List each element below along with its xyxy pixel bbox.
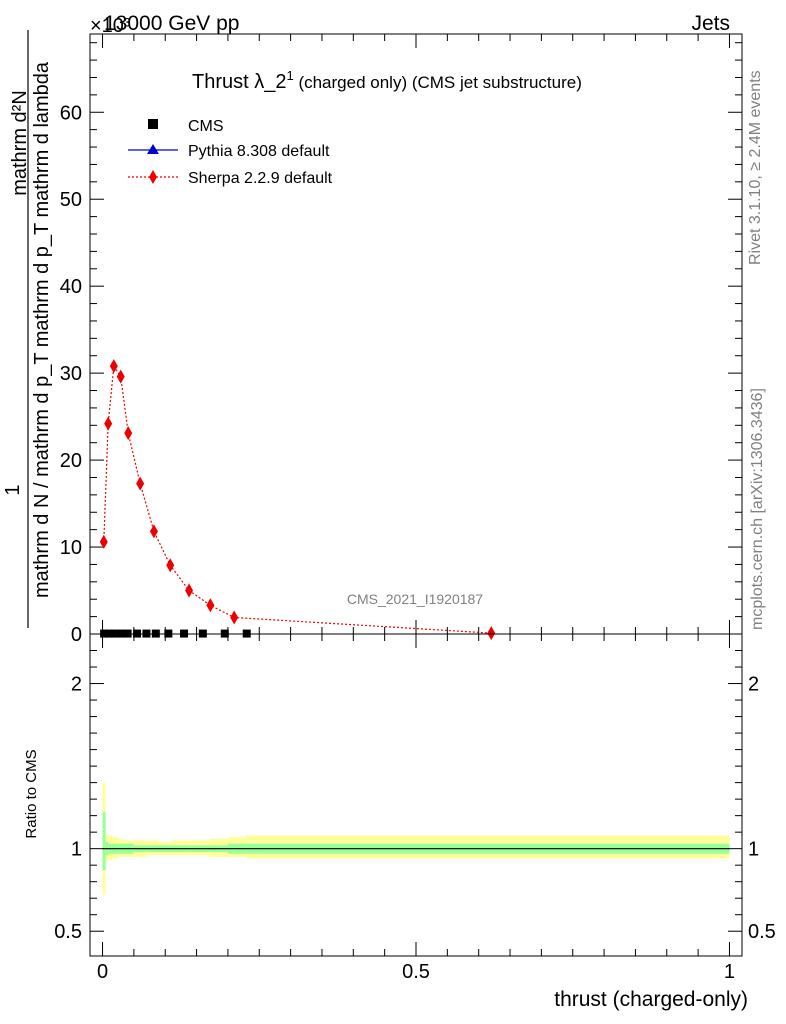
legend: CMS Pythia 8.308 default Sherpa 2.2.9 de… xyxy=(128,118,333,187)
ratio-y-tick-label-right: 1 xyxy=(748,839,759,861)
legend-sherpa-marker xyxy=(149,170,157,184)
sherpa-point xyxy=(149,524,158,539)
sherpa-point xyxy=(124,426,133,441)
chart-title-rest: (charged only) (CMS jet substructure) xyxy=(294,73,582,92)
category-label: Jets xyxy=(691,12,730,35)
sherpa-point xyxy=(206,598,215,613)
ratio-y-tick-label: 1 xyxy=(71,839,82,861)
y-axis-label: mathrm d²N 1 mathrm d N / mathrm d p_T m… xyxy=(2,30,53,628)
y-label-denominator: mathrm d N / mathrm d p_T mathrm d p_T m… xyxy=(31,61,53,598)
sherpa-point xyxy=(109,359,118,374)
sherpa-point xyxy=(116,369,125,384)
main-y-tick-label: 60 xyxy=(60,102,82,124)
ratio-band-green xyxy=(102,812,106,871)
chart-title-sup: 1 xyxy=(286,68,293,83)
sherpa-point xyxy=(136,476,145,491)
sherpa-point xyxy=(166,558,175,573)
x-tick-label: 0.5 xyxy=(402,961,430,983)
y-exponent: ×10³ xyxy=(90,15,131,37)
ratio-y-axis: 0.5 0.5 1 1 2 2 xyxy=(54,650,776,943)
ratio-panel: 0.5 0.51 12 2 0 0.5 1 Ratio to CMS thrust (ch… xyxy=(23,633,776,1011)
sherpa-point xyxy=(185,583,194,598)
main-y-axis: 0 10 20 30 40 50 60 xyxy=(60,42,742,646)
legend-cms-label: CMS xyxy=(188,118,224,135)
x-tick-label: 0 xyxy=(97,961,108,983)
ratio-y-label: Ratio to CMS xyxy=(23,749,40,838)
sherpa-point xyxy=(230,610,239,625)
x-tick-label: 1 xyxy=(724,961,735,983)
ratio-y-tick-label-right: 2 xyxy=(748,674,759,696)
mcplots-label: mcplots.cern.ch [arXiv:1306.3436] xyxy=(749,388,766,630)
sherpa-point xyxy=(104,416,113,431)
main-y-tick-label: 10 xyxy=(60,537,82,559)
ratio-y-tick-label: 0.5 xyxy=(54,921,82,943)
main-y-tick-label: 50 xyxy=(60,189,82,211)
x-axis-label: thrust (charged-only) xyxy=(554,988,748,1011)
legend-sherpa-label: Sherpa 2.2.9 default xyxy=(188,170,333,187)
chart-title-main: Thrust λ_2 xyxy=(192,71,286,93)
main-y-tick-label: 30 xyxy=(60,363,82,385)
y-label-numerator: mathrm d²N xyxy=(9,90,31,196)
legend-pythia-marker xyxy=(147,144,159,154)
ratio-x-axis: 0 0.5 1 xyxy=(97,634,735,983)
energy-label: 13000 GeV pp xyxy=(104,12,239,35)
ratio-frame xyxy=(89,633,743,957)
legend-cms-marker xyxy=(148,119,158,129)
sherpa-point xyxy=(487,626,496,641)
sherpa-point xyxy=(99,534,108,549)
chart-title: Thrust λ_21 (charged only) (CMS jet subs… xyxy=(192,68,582,93)
ratio-y-tick-label-right: 0.5 xyxy=(748,921,776,943)
rivet-label: Rivet 3.1.10, ≥ 2.4M events xyxy=(747,70,764,265)
watermark: CMS_2021_I1920187 xyxy=(347,591,483,607)
main-y-tick-label: 40 xyxy=(60,276,82,298)
ratio-y-tick-label: 2 xyxy=(71,674,82,696)
y-label-one: 1 xyxy=(2,484,24,495)
legend-pythia-label: Pythia 8.308 default xyxy=(188,143,330,160)
ratio-bands xyxy=(102,782,730,895)
main-y-tick-label: 0 xyxy=(71,624,82,646)
main-y-tick-label: 20 xyxy=(60,450,82,472)
